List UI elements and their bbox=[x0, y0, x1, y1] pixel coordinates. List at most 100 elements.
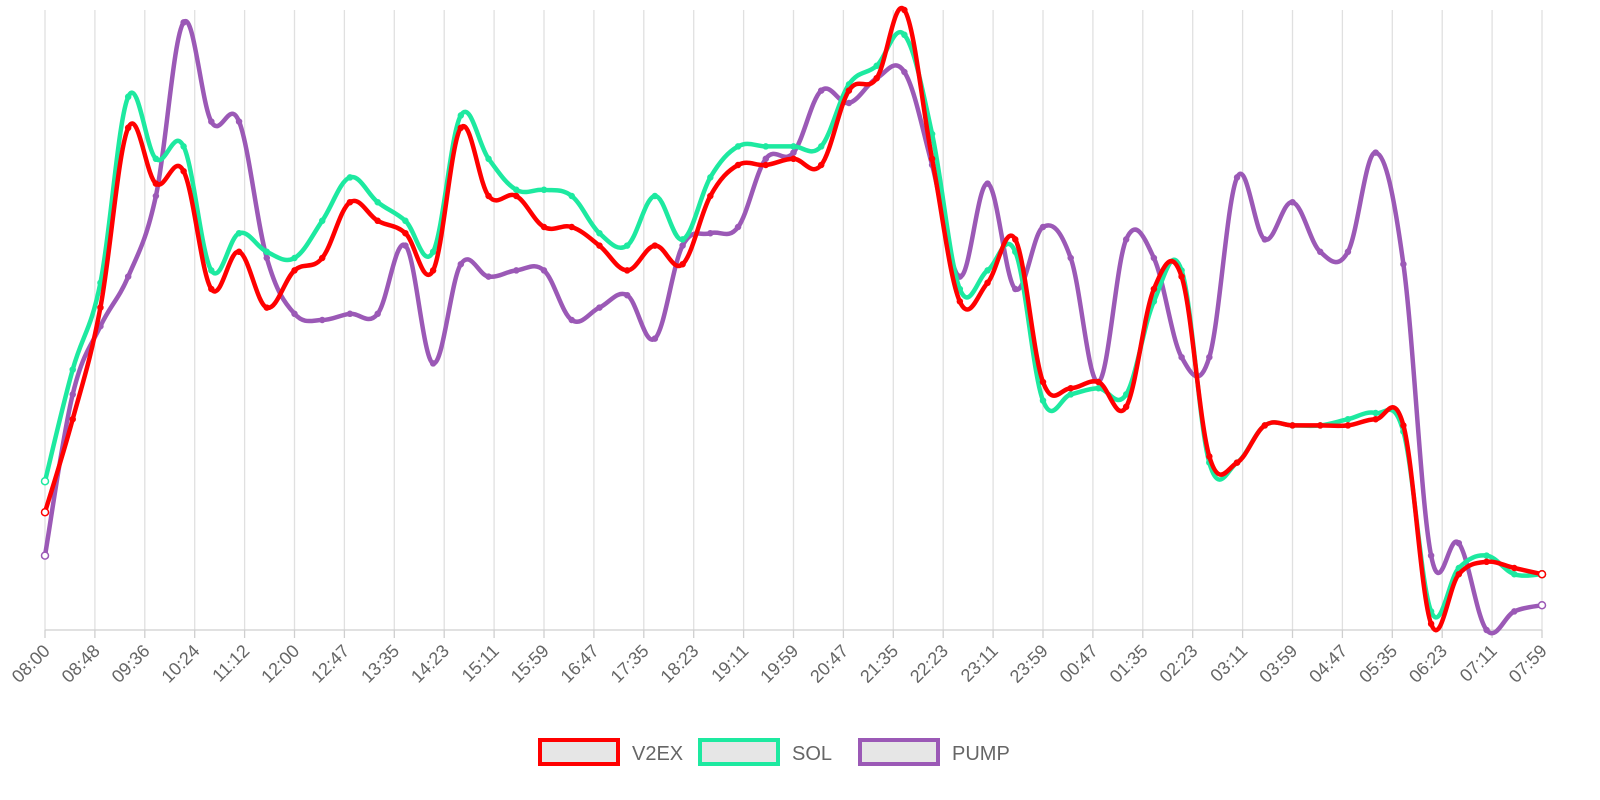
data-point bbox=[1122, 403, 1130, 411]
data-point bbox=[873, 74, 880, 82]
data-point bbox=[208, 267, 215, 274]
x-tick-label: 20:47 bbox=[806, 641, 852, 687]
data-point bbox=[623, 291, 631, 299]
data-point bbox=[651, 192, 659, 200]
vertical-grid-lines bbox=[44, 10, 1543, 630]
data-point bbox=[679, 260, 686, 268]
data-point bbox=[707, 174, 714, 181]
data-point bbox=[40, 551, 50, 560]
data-point bbox=[817, 87, 825, 94]
legend-label: V2EX bbox=[632, 743, 683, 765]
data-point bbox=[1178, 353, 1185, 361]
x-tick-label: 23:11 bbox=[957, 641, 1002, 686]
data-point bbox=[540, 223, 548, 231]
data-point bbox=[124, 93, 132, 101]
data-point bbox=[485, 273, 492, 280]
x-tick-label: 17:35 bbox=[607, 641, 653, 687]
data-point bbox=[291, 310, 298, 318]
data-point bbox=[679, 236, 686, 243]
data-point bbox=[402, 229, 409, 237]
data-point bbox=[513, 192, 520, 200]
data-point bbox=[568, 316, 575, 324]
legend-swatch bbox=[858, 738, 940, 766]
data-point bbox=[1511, 570, 1518, 578]
legend-label: PUMP bbox=[952, 743, 1010, 765]
data-point bbox=[1400, 260, 1407, 268]
data-point bbox=[513, 186, 520, 194]
data-point bbox=[1344, 248, 1352, 256]
series-lines bbox=[40, 5, 1547, 636]
x-tick-label: 03:11 bbox=[1206, 641, 1251, 686]
x-tick-label: 05:35 bbox=[1355, 641, 1401, 687]
data-point bbox=[235, 229, 243, 237]
data-point bbox=[374, 217, 381, 225]
x-tick-label: 18:23 bbox=[657, 641, 703, 687]
data-point bbox=[901, 6, 908, 14]
x-tick-label: 19:11 bbox=[707, 641, 752, 686]
data-point bbox=[734, 143, 742, 150]
data-point bbox=[1067, 391, 1074, 398]
data-point bbox=[1039, 378, 1047, 386]
legend-item-sol[interactable]: SOL bbox=[698, 738, 832, 766]
data-point bbox=[845, 87, 853, 94]
data-point bbox=[346, 198, 354, 206]
data-point bbox=[1206, 453, 1213, 460]
data-point bbox=[69, 391, 76, 398]
data-point bbox=[1233, 459, 1241, 466]
x-tick-label: 10:24 bbox=[158, 641, 204, 687]
data-point bbox=[901, 31, 908, 39]
data-point bbox=[263, 248, 271, 256]
data-point bbox=[402, 217, 409, 225]
x-tick-label: 01:35 bbox=[1106, 641, 1152, 687]
data-point bbox=[1455, 564, 1463, 572]
data-point bbox=[1511, 608, 1518, 615]
series-pump bbox=[40, 18, 1547, 636]
data-point bbox=[235, 118, 243, 125]
data-point bbox=[1455, 539, 1463, 547]
data-point bbox=[235, 248, 243, 256]
data-point bbox=[540, 267, 548, 274]
data-point bbox=[318, 316, 326, 324]
data-point bbox=[1261, 422, 1269, 429]
x-tick-label: 03:59 bbox=[1255, 641, 1301, 687]
x-tick-label: 21:35 bbox=[856, 641, 902, 687]
data-point bbox=[817, 143, 825, 150]
data-point bbox=[1483, 552, 1490, 559]
data-point bbox=[1372, 415, 1379, 423]
x-axis bbox=[44, 629, 1543, 638]
data-point bbox=[790, 143, 797, 150]
x-tick-label: 02:23 bbox=[1156, 641, 1202, 687]
data-point bbox=[180, 19, 187, 26]
data-point bbox=[928, 155, 936, 163]
x-tick-label: 19:59 bbox=[756, 641, 802, 687]
legend: V2EX SOL PUMP bbox=[538, 738, 1010, 766]
data-point bbox=[40, 507, 50, 517]
data-point bbox=[291, 254, 298, 262]
data-point bbox=[263, 254, 271, 262]
data-point bbox=[1178, 273, 1185, 280]
legend-item-v2ex[interactable]: V2EX bbox=[538, 738, 683, 766]
data-point bbox=[1289, 198, 1296, 206]
data-point bbox=[984, 267, 991, 274]
data-point bbox=[1012, 236, 1019, 243]
x-tick-label: 11:12 bbox=[208, 641, 253, 686]
data-point bbox=[429, 360, 437, 367]
data-point bbox=[291, 267, 298, 274]
data-point bbox=[1400, 422, 1407, 429]
data-point bbox=[817, 161, 825, 169]
data-point bbox=[124, 273, 132, 280]
legend-item-pump[interactable]: PUMP bbox=[858, 738, 1010, 766]
data-point bbox=[124, 124, 132, 132]
data-point bbox=[208, 118, 215, 125]
data-point bbox=[318, 254, 326, 262]
data-point bbox=[845, 99, 853, 107]
data-point bbox=[513, 267, 520, 274]
data-point bbox=[1455, 570, 1463, 578]
data-point bbox=[402, 242, 409, 249]
data-point bbox=[40, 476, 50, 486]
x-tick-label: 16:47 bbox=[557, 641, 603, 687]
data-point bbox=[429, 248, 437, 256]
data-point bbox=[1039, 397, 1047, 404]
data-point bbox=[1372, 149, 1379, 156]
